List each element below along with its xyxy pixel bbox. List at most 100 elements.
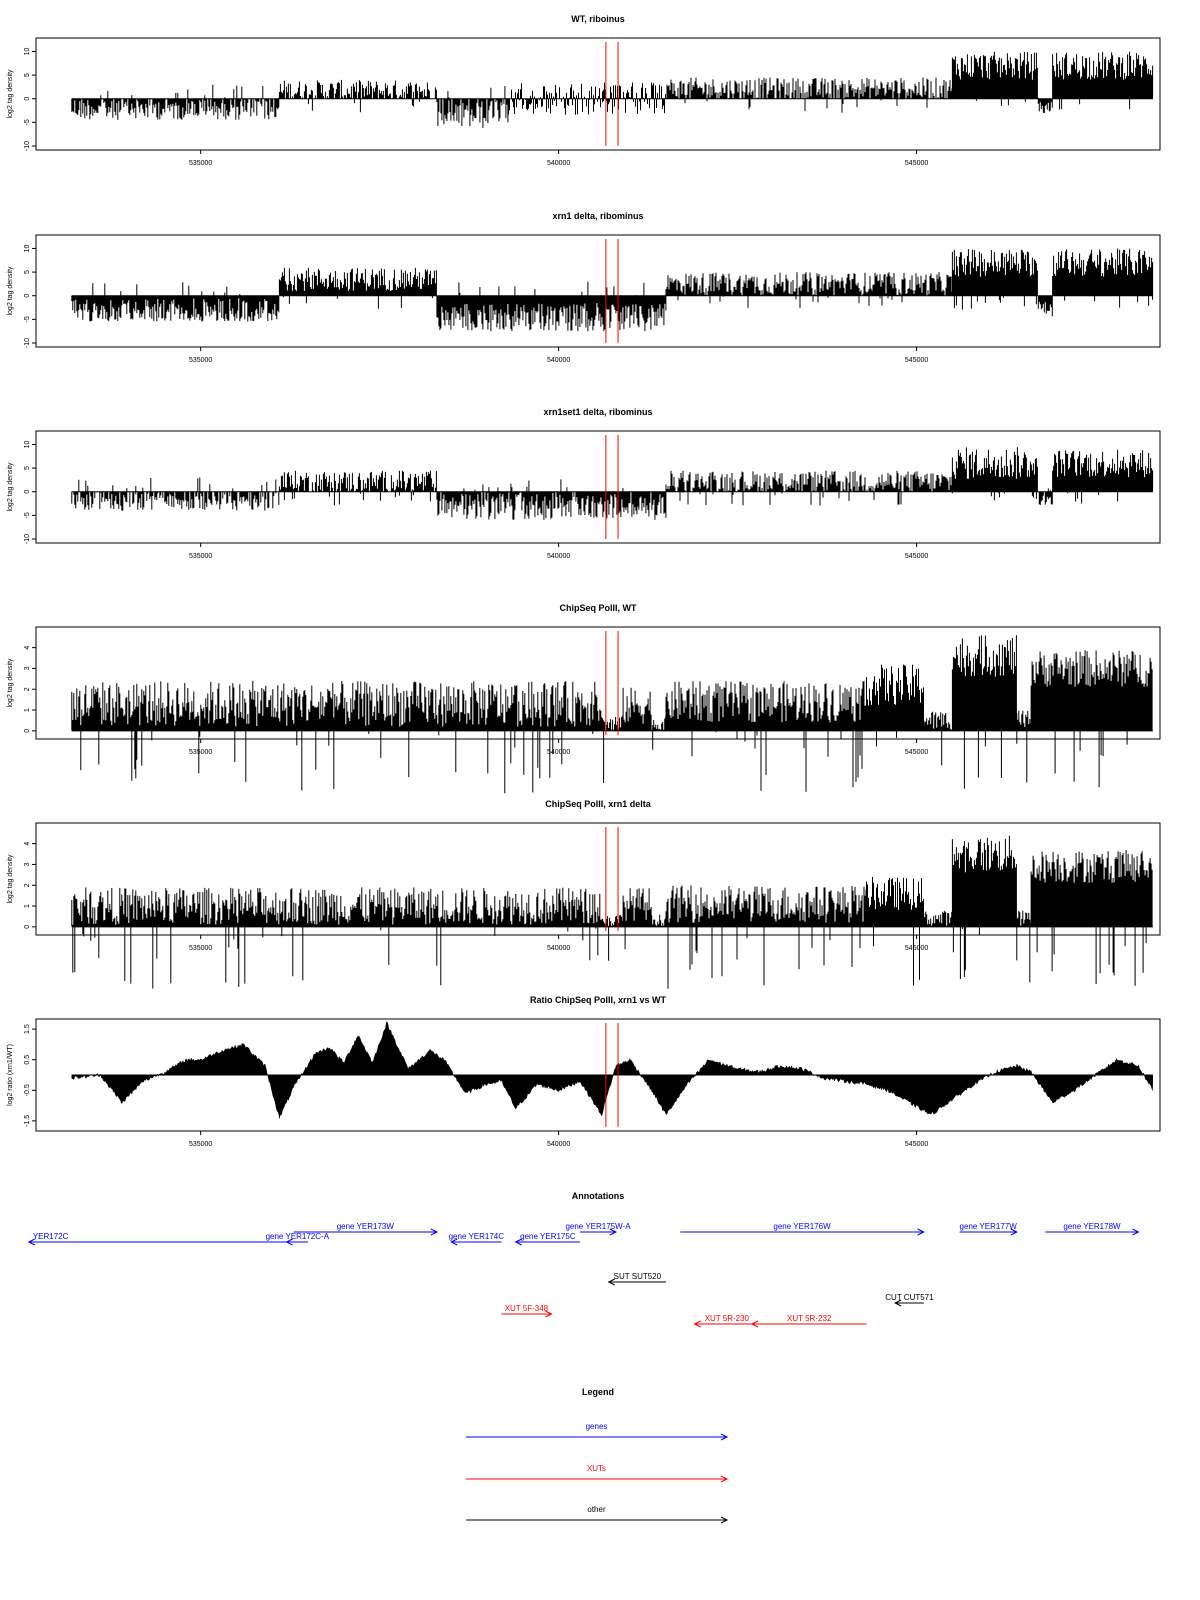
legend-item-label: other [587, 1505, 606, 1514]
x-tick-label: 535000 [189, 945, 212, 952]
annotation-arrowhead [609, 1228, 618, 1236]
annotation-feature: YER172C [27, 1232, 294, 1246]
legend-item-label: XUTs [587, 1464, 606, 1473]
annotations-panel: Annotations YER172C gene YER172C-A gene YER… [27, 1191, 1140, 1328]
annotation-feature: SUT SUT520 [607, 1272, 667, 1286]
x-tick-label: 540000 [547, 160, 570, 167]
chart-panel-3: xrn1set1 delta, ribominus 10 5 0 -5 -10 log2 t… [7, 407, 1161, 560]
legend-arrowhead [720, 1475, 729, 1483]
annotation-feature: gene YER178W [1045, 1222, 1140, 1236]
y-tick-label: 0 [24, 925, 31, 929]
y-tick-label: 4 [24, 842, 31, 846]
annotation-arrowhead [1132, 1228, 1140, 1236]
y-tick-label: 2 [24, 883, 31, 887]
x-tick-label: 545000 [905, 160, 928, 167]
y-tick-label: 0 [24, 97, 31, 101]
x-tick-label: 545000 [905, 945, 928, 952]
y-tick-label: 10 [24, 244, 31, 252]
plot-frame [35, 1018, 1161, 1132]
x-tick-label: 535000 [189, 749, 212, 756]
annotation-feature: gene YER175C [514, 1232, 581, 1246]
x-tick-label: 535000 [189, 357, 212, 364]
annotation-label: gene YER176W [773, 1222, 831, 1231]
annotation-arrowhead [917, 1228, 925, 1236]
legend-arrowhead [720, 1516, 729, 1524]
annotation-label: gene YER172C-A [266, 1232, 330, 1241]
legend-item: genes [466, 1422, 729, 1441]
annotation-arrowhead [693, 1320, 701, 1328]
x-tick-label: 535000 [189, 160, 212, 167]
y-tick-label: -10 [24, 141, 31, 151]
x-tick-label: 545000 [905, 1141, 928, 1148]
signal-bars [71, 51, 1154, 128]
signal-bars [71, 248, 1154, 332]
y-axis-label: log2 tag density [7, 69, 14, 119]
annotation-arrowhead [893, 1299, 902, 1307]
chart-title: xrn1set1 delta, ribominus [543, 407, 652, 417]
plot-frame [35, 626, 1161, 740]
y-tick-label: -5 [24, 316, 31, 322]
x-tick-label: 540000 [547, 749, 570, 756]
annotation-arrowhead [27, 1238, 36, 1246]
legend-item-label: genes [586, 1422, 608, 1431]
annotation-label: YER172C [33, 1232, 69, 1241]
y-tick-label: 10 [24, 47, 31, 55]
y-tick-label: -1.5 [24, 1115, 31, 1127]
x-tick-label: 540000 [547, 945, 570, 952]
annotation-feature: gene YER176W [680, 1222, 925, 1236]
annotation-feature: XUT 5R-232 [750, 1314, 867, 1328]
annotation-feature: gene YER174C [449, 1232, 505, 1246]
chart-title: ChipSeq PolII, xrn1 delta [545, 799, 652, 809]
annotation-label: CUT CUT571 [885, 1293, 934, 1302]
y-tick-label: 3 [24, 862, 31, 866]
annotation-label: XUT 5R-232 [787, 1314, 832, 1323]
y-tick-label: 3 [24, 666, 31, 670]
signal-bars [71, 835, 1153, 989]
chart-panel-6: Ratio ChipSeq PolII, xrn1 vs WT 1.5 0.5 -0.… [7, 995, 1161, 1148]
plot-frame [35, 234, 1161, 348]
plot-frame [35, 430, 1161, 544]
ratio-area [71, 1020, 1154, 1119]
y-tick-label: -10 [24, 338, 31, 348]
annotation-arrowhead [514, 1238, 522, 1246]
y-axis-label: log2 tag density [7, 266, 14, 316]
y-tick-label: -5 [24, 119, 31, 125]
annotation-arrowhead [1010, 1228, 1018, 1236]
y-tick-label: 5 [24, 270, 31, 274]
x-tick-label: 540000 [547, 1141, 570, 1148]
signal-bars [71, 635, 1153, 794]
y-tick-label: 1 [24, 904, 31, 908]
annotation-label: gene YER174C [449, 1232, 505, 1241]
annotation-arrowhead [545, 1310, 553, 1318]
y-tick-label: 4 [24, 646, 31, 650]
y-tick-label: 0 [24, 490, 31, 494]
legend-item: other [466, 1505, 729, 1524]
annotation-arrowhead [285, 1238, 293, 1246]
y-tick-label: 5 [24, 466, 31, 470]
x-tick-label: 535000 [189, 1141, 212, 1148]
annotation-label: SUT SUT520 [614, 1272, 662, 1281]
x-tick-label: 545000 [905, 553, 928, 560]
chart-panel-4: ChipSeq PolII, WT 0 1 2 3 4 log2 tag density 53… [7, 603, 1161, 794]
y-tick-label: 0.5 [24, 1055, 31, 1065]
x-tick-label: 545000 [905, 357, 928, 364]
y-tick-label: -5 [24, 512, 31, 518]
y-axis-label: log2 tag density [7, 658, 14, 708]
plot-frame [35, 37, 1161, 151]
annotation-feature: gene YER173W [293, 1222, 439, 1236]
annotation-arrowhead [450, 1238, 458, 1246]
y-tick-label: 1.5 [24, 1024, 31, 1034]
y-tick-label: -10 [24, 534, 31, 544]
annotation-arrowhead [607, 1278, 615, 1286]
annotation-label: gene YER177W [960, 1222, 1018, 1231]
x-tick-label: 540000 [547, 553, 570, 560]
plot-frame [35, 822, 1161, 936]
chart-title: Ratio ChipSeq PolII, xrn1 vs WT [530, 995, 667, 1005]
chart-title: WT, riboinus [571, 14, 625, 24]
annotation-feature: gene YER175W-A [565, 1222, 631, 1236]
annotation-label: gene YER175W-A [565, 1222, 631, 1231]
legend-title: Legend [582, 1387, 614, 1397]
annotation-arrowhead [430, 1228, 439, 1236]
